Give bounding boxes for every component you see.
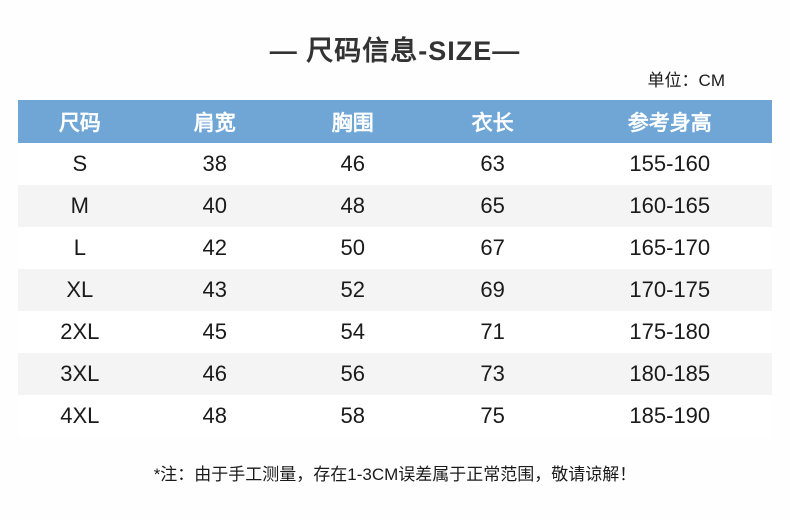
- value-cell: 160-165: [629, 193, 711, 218]
- value-cell: 46: [340, 151, 365, 176]
- size-cell: 3XL: [60, 361, 100, 386]
- size-cell: 4XL: [60, 403, 100, 428]
- header-cell: 参考身高: [627, 111, 712, 135]
- page-title: — 尺码信息-SIZE—: [269, 36, 521, 66]
- table-row: 4XL 48 58 75 185-190: [18, 395, 772, 437]
- value-cell: 175-180: [629, 319, 711, 344]
- value-cell: 58: [340, 403, 365, 428]
- value-cell: 180-185: [629, 361, 711, 386]
- value-cell: 185-190: [629, 403, 711, 428]
- table-body: S 38 46 63 155-160 M 40 48 65 160-165 L 42 50 67 165-1…: [18, 143, 772, 437]
- header-cell: 衣长: [471, 111, 514, 135]
- size-cell: S: [72, 151, 88, 176]
- value-cell: 75: [480, 403, 505, 428]
- table-row: XL 43 52 69 170-175: [18, 269, 772, 311]
- header-cell: 胸围: [331, 111, 374, 135]
- value-cell: 38: [202, 151, 228, 176]
- measurement-note: *注：由于手工测量，存在1-3CM误差属于正常范围，敬请谅解！: [153, 465, 637, 484]
- value-cell: 54: [340, 319, 365, 344]
- table-row: L 42 50 67 165-170: [18, 227, 772, 269]
- size-cell: 2XL: [60, 319, 100, 344]
- value-cell: 42: [202, 235, 228, 260]
- value-cell: 71: [480, 319, 505, 344]
- value-cell: 67: [480, 235, 505, 260]
- value-cell: 165-170: [629, 235, 711, 260]
- value-cell: 40: [202, 193, 228, 218]
- value-cell: 43: [202, 277, 228, 302]
- unit-label: 单位：CM: [647, 71, 725, 90]
- value-cell: 73: [480, 361, 505, 386]
- header-cell: 肩宽: [193, 111, 236, 135]
- value-cell: 52: [340, 277, 365, 302]
- value-cell: 48: [340, 193, 365, 218]
- table-row: 2XL 45 54 71 175-180: [18, 311, 772, 353]
- table-header-row: 尺码 肩宽 胸围 衣长 参考身高: [18, 100, 772, 143]
- size-cell: M: [70, 193, 89, 218]
- value-cell: 63: [480, 151, 505, 176]
- value-cell: 46: [202, 361, 228, 386]
- value-cell: 56: [340, 361, 365, 386]
- value-cell: 65: [480, 193, 505, 218]
- table-row: S 38 46 63 155-160: [18, 143, 772, 185]
- table-row: 3XL 46 56 73 180-185: [18, 353, 772, 395]
- value-cell: 50: [340, 235, 365, 260]
- size-table: 尺码 肩宽 胸围 衣长 参考身高 S 38 46 63 155-160 M 40 48 65 160-16…: [18, 100, 772, 437]
- value-cell: 155-160: [629, 151, 711, 176]
- value-cell: 48: [202, 403, 228, 428]
- value-cell: 69: [480, 277, 505, 302]
- size-cell: XL: [66, 277, 94, 302]
- header-cell: 尺码: [58, 111, 101, 135]
- size-cell: L: [73, 235, 86, 260]
- value-cell: 45: [202, 319, 228, 344]
- value-cell: 170-175: [629, 277, 711, 302]
- table-row: M 40 48 65 160-165: [18, 185, 772, 227]
